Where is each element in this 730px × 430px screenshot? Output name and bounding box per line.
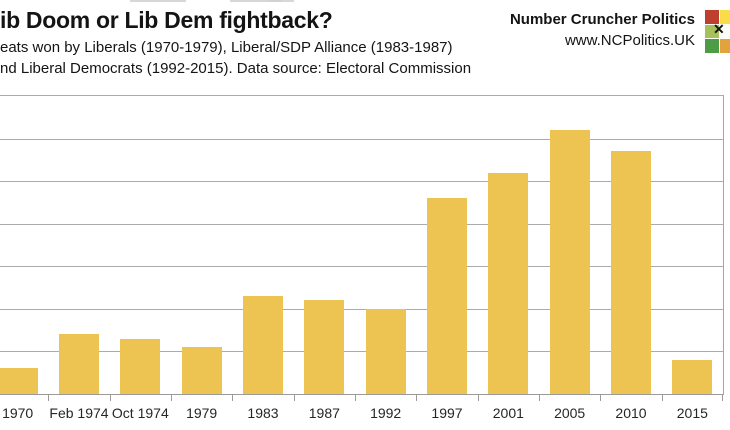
- logo-cell: [705, 39, 719, 53]
- x-axis-tick: [293, 394, 295, 401]
- crop-artifact: [268, 0, 294, 2]
- chart-subtitle-line1: eats won by Liberals (1970-1979), Libera…: [0, 39, 453, 56]
- x-axis-tick: [171, 394, 172, 401]
- gridline-40: [0, 223, 723, 225]
- x-axis-tick: [416, 394, 418, 401]
- gridline-30: [0, 266, 723, 268]
- bar-oct-1974: [120, 338, 161, 394]
- gridline-20: [0, 308, 723, 310]
- brand-website: www.NCPolitics.UK: [564, 32, 695, 49]
- x-axis-label-1970: 1970: [2, 405, 34, 421]
- x-axis-label-2001: 2001: [492, 405, 524, 421]
- x-axis-label-2005: 2005: [554, 405, 586, 421]
- chart-title: ib Doom or Lib Dem fightback?: [0, 7, 333, 33]
- x-axis-tick: [109, 394, 111, 401]
- gridline-10: [0, 351, 723, 353]
- brand-block: Number Cruncher Politics www.NCPolitics.…: [510, 9, 695, 51]
- gridline-60: [0, 138, 723, 140]
- x-axis-label-oct-1974: Oct 1974: [111, 405, 169, 421]
- brand-name: Number Cruncher Politics: [509, 11, 695, 28]
- ncp-logo-icon: ✕: [705, 10, 730, 54]
- x-axis-label-1992: 1992: [370, 405, 402, 421]
- x-axis-tick: [661, 394, 663, 401]
- x-axis-label-2015: 2015: [676, 405, 708, 421]
- x-axis-label-feb-1974: Feb 1974: [49, 405, 109, 421]
- logo-cell: [719, 39, 730, 53]
- bar-2001: [488, 172, 529, 394]
- bar-1979: [181, 347, 222, 394]
- gridline-50: [0, 181, 723, 183]
- x-axis-tick: [48, 394, 50, 401]
- x-axis-tick: [722, 394, 723, 401]
- bar-1970: [0, 368, 38, 394]
- logo-cell: [719, 10, 730, 24]
- bar-1987: [304, 300, 345, 394]
- bar-1997: [427, 198, 467, 394]
- x-axis-label-1979: 1979: [186, 405, 218, 421]
- bar-chart-plot-area: 1970 Feb 1974 Oct 1974 1979 1983 1987 1992 1997…: [0, 95, 724, 421]
- x-axis-tick: [600, 394, 602, 401]
- x-axis-tick: [355, 394, 356, 401]
- bar-2015: [672, 359, 713, 394]
- logo-cell: [705, 10, 719, 24]
- bar-1992: [365, 308, 406, 394]
- bar-2005: [549, 130, 590, 394]
- crop-artifact: [230, 0, 282, 2]
- x-axis-label-2010: 2010: [615, 405, 647, 421]
- x-axis-tick: [232, 394, 234, 401]
- crop-artifact: [130, 0, 186, 2]
- bar-2010: [611, 151, 651, 394]
- x-axis-label-1997: 1997: [431, 405, 463, 421]
- chart-subtitle-line2: nd Liberal Democrats (1992-2015). Data s…: [0, 60, 472, 77]
- bar-feb-1974: [59, 334, 99, 394]
- x-axis-tick: [477, 394, 479, 401]
- x-axis-label-1983: 1983: [247, 405, 279, 421]
- x-axis-label-1987: 1987: [308, 405, 340, 421]
- x-axis-tick: [539, 394, 540, 401]
- logo-x-mark-icon: ✕: [713, 21, 725, 37]
- logo-cell: [719, 24, 730, 39]
- bar-1983: [243, 296, 283, 394]
- logo-cell: [705, 24, 719, 39]
